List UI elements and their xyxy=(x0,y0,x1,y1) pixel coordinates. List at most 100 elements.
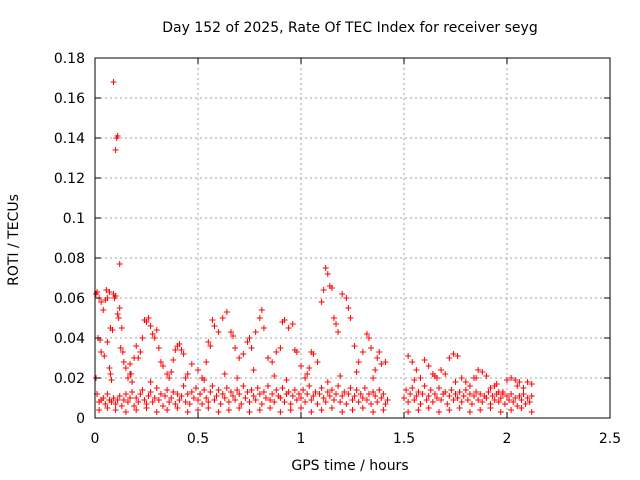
data-point xyxy=(188,361,195,367)
x-tick-label: 0 xyxy=(91,431,100,447)
data-point xyxy=(190,395,197,401)
data-point xyxy=(114,311,121,317)
data-point xyxy=(145,315,152,321)
data-point xyxy=(522,401,529,407)
data-point xyxy=(246,399,253,405)
data-point xyxy=(151,395,158,401)
data-point xyxy=(147,323,154,329)
data-point xyxy=(209,317,216,323)
data-point xyxy=(477,407,484,413)
data-point xyxy=(477,391,484,397)
data-point xyxy=(122,365,129,371)
data-point xyxy=(201,377,208,383)
data-point xyxy=(454,353,461,359)
data-point xyxy=(347,385,354,391)
data-point xyxy=(195,367,201,373)
data-point xyxy=(277,409,284,415)
data-point xyxy=(306,365,313,371)
data-point xyxy=(254,385,261,391)
data-point xyxy=(102,401,109,407)
data-point xyxy=(141,397,148,403)
data-point xyxy=(124,375,131,381)
data-point xyxy=(252,397,259,403)
data-point xyxy=(328,387,335,393)
data-point xyxy=(225,399,232,405)
data-point xyxy=(96,407,103,413)
data-point xyxy=(106,289,113,295)
data-point xyxy=(227,329,234,335)
data-point xyxy=(361,385,368,391)
data-point xyxy=(382,359,389,365)
data-point xyxy=(324,271,331,277)
data-point xyxy=(300,387,307,393)
data-point xyxy=(147,379,154,385)
data-point xyxy=(133,395,140,401)
data-point xyxy=(497,395,504,401)
chart-title: Day 152 of 2025, Rate Of TEC Index for r… xyxy=(162,20,537,36)
data-point xyxy=(215,409,222,415)
data-point xyxy=(359,395,366,401)
data-point xyxy=(176,341,183,347)
data-point xyxy=(269,359,276,365)
data-point xyxy=(164,387,171,393)
data-point xyxy=(487,385,494,391)
data-point xyxy=(298,395,304,401)
data-point xyxy=(413,393,420,399)
data-point xyxy=(501,401,508,407)
data-point xyxy=(339,393,346,399)
data-point xyxy=(409,385,416,391)
data-point xyxy=(127,395,134,401)
data-point xyxy=(166,375,173,381)
data-point xyxy=(326,393,333,399)
data-point xyxy=(328,285,335,291)
data-point xyxy=(209,383,216,389)
data-point xyxy=(174,391,181,397)
data-point xyxy=(238,401,245,407)
data-point xyxy=(448,387,455,393)
data-point xyxy=(149,331,156,337)
data-point xyxy=(357,391,364,397)
data-point xyxy=(370,409,377,415)
data-point xyxy=(526,399,533,405)
plot-frame xyxy=(94,57,611,419)
data-point xyxy=(114,397,121,403)
data-point xyxy=(425,363,432,369)
data-point xyxy=(250,367,257,373)
data-point xyxy=(368,345,375,351)
data-point xyxy=(116,261,123,267)
data-point xyxy=(429,399,436,405)
data-point xyxy=(450,351,457,357)
data-point xyxy=(108,399,115,405)
data-point xyxy=(518,405,525,411)
data-point xyxy=(213,393,220,399)
data-point xyxy=(508,407,515,413)
data-point xyxy=(489,393,496,399)
data-point xyxy=(359,349,366,355)
data-point xyxy=(108,377,115,383)
data-point xyxy=(215,329,222,335)
data-point xyxy=(184,409,191,415)
data-point xyxy=(427,387,434,393)
data-point xyxy=(159,363,166,369)
data-point xyxy=(147,389,154,395)
y-tick-label: 0.14 xyxy=(54,131,85,147)
data-point xyxy=(230,393,237,399)
data-point xyxy=(506,397,513,403)
data-point xyxy=(143,405,150,411)
data-point xyxy=(528,409,535,415)
data-point xyxy=(378,361,385,367)
data-point xyxy=(293,349,300,355)
data-point xyxy=(279,385,286,391)
data-point xyxy=(411,377,418,383)
data-point xyxy=(308,409,315,415)
data-point xyxy=(446,393,453,399)
data-point xyxy=(444,401,451,407)
data-point xyxy=(302,399,309,405)
data-point xyxy=(232,345,239,351)
data-point xyxy=(363,397,370,403)
data-point xyxy=(328,405,335,411)
data-point xyxy=(184,391,191,397)
data-point xyxy=(312,389,319,395)
data-point xyxy=(234,387,241,393)
data-point xyxy=(376,387,383,393)
